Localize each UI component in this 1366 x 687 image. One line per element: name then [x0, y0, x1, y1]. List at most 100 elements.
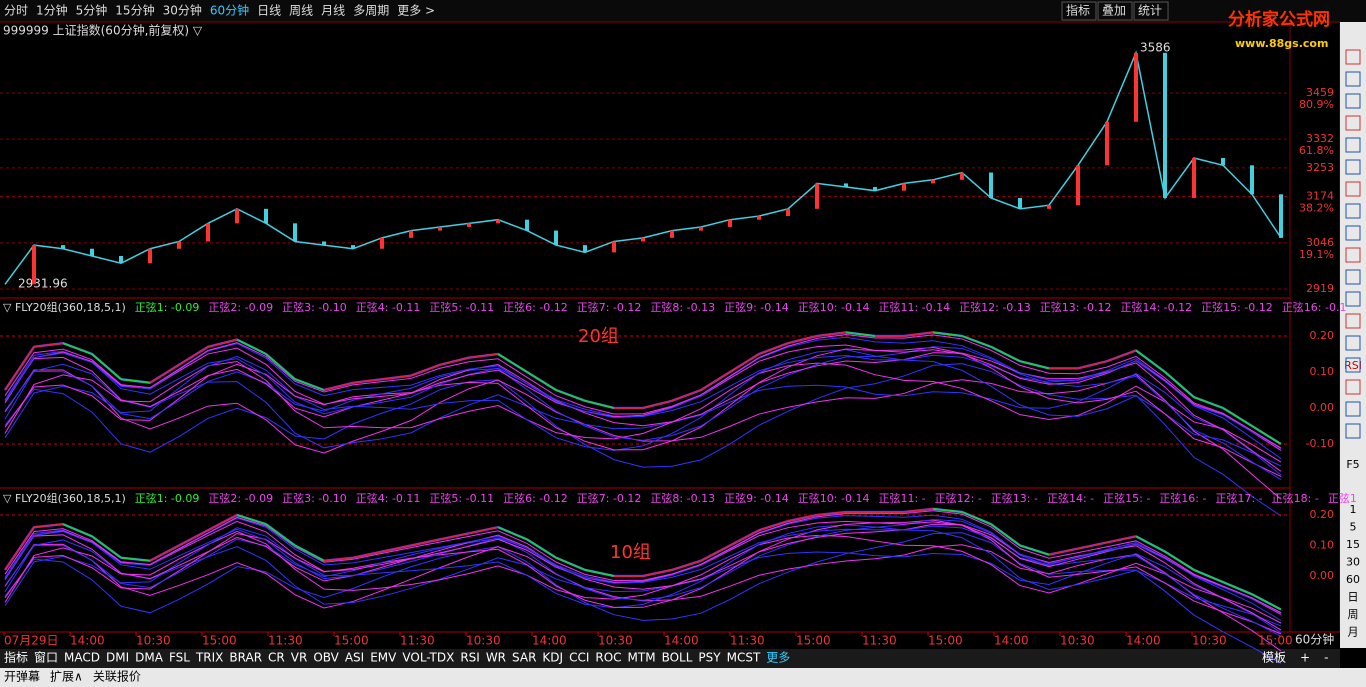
sine-segment [1077, 360, 1108, 370]
sine-segment [1193, 568, 1224, 584]
x-tick-label: 11:30 [268, 634, 303, 648]
side-icon[interactable] [1345, 269, 1361, 285]
indicator-tab[interactable]: OBV [313, 651, 339, 665]
sine-segment [1251, 593, 1282, 611]
indicator-tab[interactable]: EMV [370, 651, 397, 665]
annotation: 20组 [578, 326, 619, 347]
sine-segment [816, 331, 847, 337]
indicator-header: 正弦17: - [1215, 491, 1262, 505]
sine-segment [33, 342, 64, 348]
toolbar-button[interactable]: 统计 [1138, 4, 1162, 18]
side-icon[interactable] [1345, 291, 1361, 307]
side-icon[interactable] [1345, 401, 1361, 417]
period-tab[interactable]: 周线 [289, 4, 313, 18]
side-icon[interactable] [1345, 313, 1361, 329]
candle [554, 230, 558, 246]
tab-control[interactable]: - [1324, 651, 1328, 665]
indicator-tab[interactable]: RSI [460, 651, 480, 665]
status-button[interactable]: 关联报价 [93, 669, 141, 684]
candle [1076, 165, 1080, 206]
side-icon[interactable] [1345, 159, 1361, 175]
indicator-header: ▽ FLY20组(360,18,5,1) [3, 300, 126, 314]
indicator-tab[interactable]: 指标 [4, 650, 28, 665]
side-icon[interactable] [1345, 71, 1361, 87]
side-icon[interactable] [1345, 423, 1361, 439]
period-tab[interactable]: 1分钟 [36, 3, 68, 18]
side-icon[interactable] [1345, 379, 1361, 395]
period-tab[interactable]: 日线 [257, 4, 281, 18]
side-button[interactable]: 30 [1346, 556, 1360, 569]
indicator-tab[interactable]: DMA [135, 651, 164, 665]
period-tab[interactable]: 15分钟 [115, 3, 154, 18]
indicator-tab[interactable]: VOL-TDX [402, 651, 454, 665]
toolbar-button[interactable]: 指标 [1066, 3, 1090, 18]
x-tick-label: 14:00 [532, 634, 567, 648]
indicator-tab[interactable]: VR [291, 651, 308, 665]
indicator-tab[interactable]: CR [268, 651, 285, 665]
sine-segment [526, 538, 557, 559]
indicator-tab[interactable]: 窗口 [34, 651, 58, 665]
side-button[interactable]: 1 [1350, 503, 1357, 516]
period-tab[interactable]: 30分钟 [163, 3, 202, 18]
side-icon[interactable] [1345, 93, 1361, 109]
side-icon[interactable] [1345, 247, 1361, 263]
period-tab[interactable]: 更多 > [397, 4, 435, 18]
side-button[interactable]: F5 [1346, 458, 1359, 471]
period-tab[interactable]: 多周期 [353, 4, 389, 18]
side-button[interactable]: 周 [1348, 608, 1359, 621]
tab-control[interactable]: 模板 [1262, 651, 1286, 665]
price-tick-label: 3174 [1306, 189, 1334, 202]
indicator-tab[interactable]: CCI [569, 651, 589, 665]
candle [1105, 121, 1109, 166]
side-button[interactable]: 月 [1348, 626, 1359, 639]
indicator-tab[interactable]: MCST [727, 651, 761, 665]
indicator-tab[interactable]: DMI [106, 651, 129, 665]
candle [177, 241, 181, 249]
sine-line [4, 346, 1282, 477]
indicator-tab[interactable]: FSL [169, 651, 190, 665]
side-toolbar [1340, 22, 1366, 648]
side-icon[interactable] [1345, 357, 1361, 373]
side-button[interactable]: 60 [1346, 573, 1360, 586]
side-icon[interactable] [1345, 225, 1361, 241]
toolbar-button[interactable]: 叠加 [1102, 4, 1126, 18]
sine-line [4, 334, 1282, 449]
side-button[interactable]: 5 [1350, 521, 1357, 534]
indicator-tab[interactable]: TRIX [195, 651, 223, 665]
period-tab[interactable]: 分时 [4, 4, 28, 18]
indicator-tab[interactable]: BRAR [229, 651, 262, 665]
y-tick-label: 0.00 [1310, 401, 1335, 414]
indicator-header: 正弦18: - [1272, 491, 1319, 505]
side-button[interactable]: RSI [1344, 359, 1362, 372]
indicator-tab[interactable]: MACD [64, 651, 100, 665]
price-tick-label: 3253 [1306, 161, 1334, 174]
indicator-tab[interactable]: KDJ [542, 651, 563, 665]
period-tab[interactable]: 月线 [321, 4, 345, 18]
indicator-tab[interactable]: ROC [595, 651, 621, 665]
sine-segment [845, 331, 876, 337]
side-button[interactable]: 日 [1348, 591, 1359, 604]
tab-control[interactable]: + [1300, 651, 1310, 665]
side-icon[interactable] [1345, 115, 1361, 131]
candle [728, 219, 732, 227]
indicator-tab[interactable]: 更多 [766, 651, 790, 665]
indicator-tab[interactable]: ASI [345, 651, 364, 665]
side-icon[interactable] [1345, 335, 1361, 351]
candle [902, 183, 906, 191]
side-icon[interactable] [1345, 203, 1361, 219]
indicator-tab[interactable]: SAR [512, 651, 536, 665]
indicator-tab[interactable]: WR [486, 651, 506, 665]
side-button[interactable]: 15 [1346, 538, 1360, 551]
x-tick-label: 11:30 [400, 634, 435, 648]
side-icon[interactable] [1345, 181, 1361, 197]
period-tab[interactable]: 5分钟 [76, 3, 108, 18]
side-icon[interactable] [1345, 49, 1361, 65]
side-icon[interactable] [1345, 137, 1361, 153]
status-button[interactable]: 开弹幕 [4, 670, 40, 684]
period-tab[interactable]: 60分钟 [210, 3, 249, 18]
indicator-tab[interactable]: BOLL [662, 651, 693, 665]
indicator-tab[interactable]: MTM [628, 651, 656, 665]
status-button[interactable]: 扩展∧ [50, 670, 83, 684]
candle [844, 183, 848, 188]
indicator-tab[interactable]: PSY [698, 651, 721, 665]
